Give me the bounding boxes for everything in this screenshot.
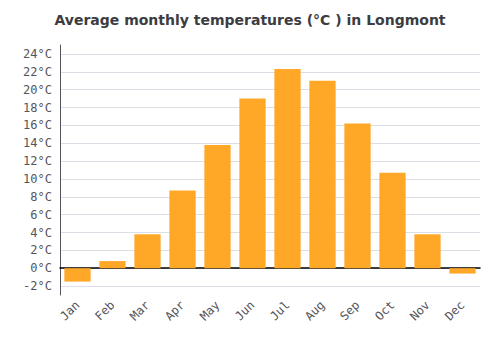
svg-text:24°C: 24°C	[23, 47, 52, 61]
svg-text:Jun: Jun	[232, 298, 257, 323]
svg-text:10°C: 10°C	[23, 172, 52, 186]
svg-text:Apr: Apr	[162, 298, 187, 323]
svg-text:Feb: Feb	[92, 298, 117, 323]
svg-text:Jan: Jan	[57, 298, 82, 323]
svg-text:14°C: 14°C	[23, 136, 52, 150]
svg-text:-2°C: -2°C	[23, 279, 52, 293]
svg-text:2°C: 2°C	[30, 243, 52, 257]
svg-text:18°C: 18°C	[23, 101, 52, 115]
svg-text:12°C: 12°C	[23, 154, 52, 168]
svg-text:Sep: Sep	[337, 298, 362, 323]
svg-text:8°C: 8°C	[30, 190, 52, 204]
svg-text:0°C: 0°C	[30, 261, 52, 275]
svg-text:6°C: 6°C	[30, 208, 52, 222]
svg-text:Dec: Dec	[442, 298, 467, 323]
svg-text:Average monthly temperatures (: Average monthly temperatures (°C ) in Lo…	[54, 12, 445, 28]
svg-text:16°C: 16°C	[23, 118, 52, 132]
svg-text:22°C: 22°C	[23, 65, 52, 79]
svg-text:Aug: Aug	[302, 298, 327, 323]
svg-text:20°C: 20°C	[23, 83, 52, 97]
svg-text:Jul: Jul	[267, 298, 292, 323]
svg-text:4°C: 4°C	[30, 226, 52, 240]
svg-text:Oct: Oct	[372, 298, 397, 323]
svg-text:Mar: Mar	[127, 298, 152, 323]
svg-text:May: May	[197, 298, 222, 323]
svg-text:Nov: Nov	[407, 298, 432, 323]
